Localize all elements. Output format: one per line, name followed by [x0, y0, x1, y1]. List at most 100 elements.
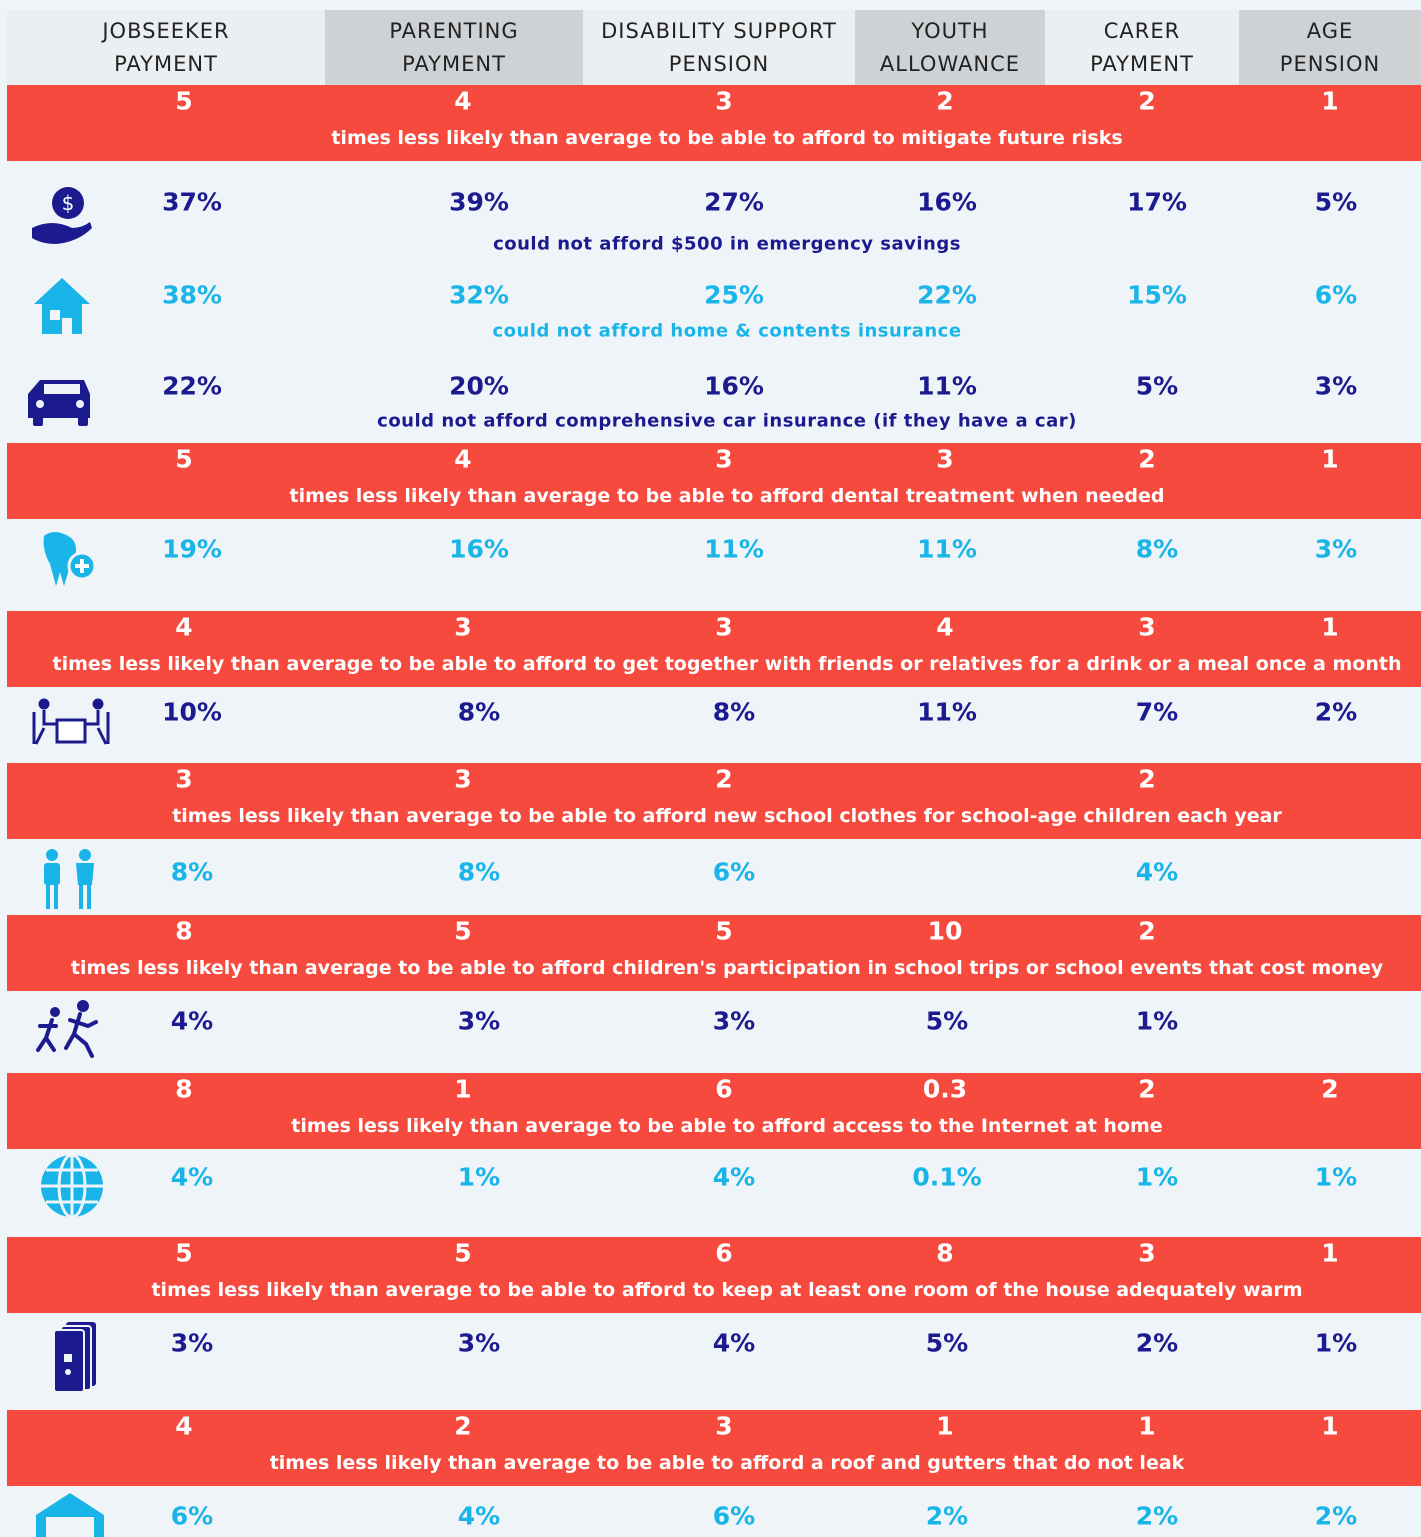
percentage: 1% [1314, 1162, 1358, 1192]
band-text: times less likely than average to be abl… [331, 127, 1123, 149]
band-text: times less likely than average to be abl… [289, 485, 1165, 507]
band-number: 4 [936, 612, 954, 642]
band-number: 5 [454, 1238, 472, 1268]
percentage: 4% [712, 1162, 756, 1192]
percentage: 3% [712, 1006, 756, 1036]
band-number: 6 [715, 1238, 733, 1268]
band-number: 3 [454, 764, 472, 794]
percentage: 7% [1135, 697, 1179, 727]
band-number: 0.3 [922, 1074, 968, 1104]
percentage: 17% [1127, 187, 1187, 217]
percentage: 16% [704, 371, 764, 401]
band-number: 1 [454, 1074, 472, 1104]
header-label: JOBSEEKER PAYMENT [102, 18, 230, 76]
band-number: 3 [454, 612, 472, 642]
band-number: 3 [936, 444, 954, 474]
red-band [7, 1073, 1421, 1149]
band-number: 4 [175, 1411, 193, 1441]
band-number: 8 [936, 1238, 954, 1268]
header-cell: YOUTH ALLOWANCE [855, 10, 1045, 85]
percentage: 6% [712, 857, 756, 887]
percentage: 8% [712, 697, 756, 727]
band-number: 10 [927, 916, 963, 946]
percentage: 8% [457, 697, 501, 727]
percentage: 2% [1135, 1328, 1179, 1358]
band-number: 2 [1138, 1074, 1156, 1104]
header-cell: CARER PAYMENT [1045, 10, 1239, 85]
header-label: DISABILITY SUPPORT PENSION [601, 18, 837, 76]
band-number: 1 [1321, 1238, 1339, 1268]
row-caption: could not afford comprehensive car insur… [377, 410, 1077, 432]
percentage: 1% [1135, 1006, 1179, 1036]
red-band [7, 443, 1421, 519]
percentage: 0.1% [912, 1162, 982, 1192]
band-number: 3 [715, 444, 733, 474]
savings-icon: $ [32, 187, 92, 244]
percentage: 11% [917, 534, 977, 564]
band-number: 5 [715, 916, 733, 946]
row-caption: could not afford home & contents insuran… [492, 320, 962, 342]
header-cell: JOBSEEKER PAYMENT [7, 10, 325, 85]
band-number: 5 [454, 916, 472, 946]
percentage: 8% [457, 857, 501, 887]
percentage: 4% [457, 1501, 501, 1531]
header-cell: DISABILITY SUPPORT PENSION [583, 10, 855, 85]
band-number: 3 [715, 1411, 733, 1441]
band-number: 1 [1321, 1411, 1339, 1441]
header-label: YOUTH ALLOWANCE [879, 18, 1021, 76]
band-text: times less likely than average to be abl… [52, 653, 1402, 675]
percentage: 3% [1314, 371, 1358, 401]
red-band [7, 763, 1421, 839]
band-text: times less likely than average to be abl… [70, 957, 1384, 979]
band-number: 3 [175, 764, 193, 794]
band-number: 3 [1138, 612, 1156, 642]
percentage: 25% [704, 280, 764, 310]
band-number: 2 [1138, 764, 1156, 794]
band-number: 6 [715, 1074, 733, 1104]
percentage: 11% [704, 534, 764, 564]
header-label: AGE PENSION [1279, 18, 1381, 76]
car-icon [28, 380, 90, 426]
percentage: 5% [925, 1328, 969, 1358]
red-band [7, 1410, 1421, 1486]
percentage: 39% [449, 187, 509, 217]
band-number: 4 [175, 612, 193, 642]
percentage: 19% [162, 534, 222, 564]
band-number: 1 [1321, 444, 1339, 474]
percentage: 11% [917, 371, 977, 401]
percentage: 16% [917, 187, 977, 217]
band-number: 4 [454, 444, 472, 474]
band-number: 2 [715, 764, 733, 794]
percentage: 37% [162, 187, 222, 217]
percentage: 5% [925, 1006, 969, 1036]
band-number: 5 [175, 86, 193, 116]
band-number: 5 [175, 1238, 193, 1268]
svg-text:$: $ [62, 191, 75, 215]
percentage: 4% [170, 1006, 214, 1036]
band-number: 1 [1321, 612, 1339, 642]
internet-icon [41, 1153, 103, 1219]
percentage: 15% [1127, 280, 1187, 310]
percentage: 4% [1135, 857, 1179, 887]
red-band [7, 85, 1421, 161]
band-number: 2 [1138, 86, 1156, 116]
red-band [7, 611, 1421, 687]
band-number: 3 [1138, 1238, 1156, 1268]
band-number: 1 [1138, 1411, 1156, 1441]
percentage: 3% [1314, 534, 1358, 564]
percentage: 6% [1314, 280, 1358, 310]
running-icon [36, 1000, 98, 1058]
header-cell: AGE PENSION [1239, 10, 1421, 85]
percentage: 10% [162, 697, 222, 727]
percentage: 3% [457, 1006, 501, 1036]
percentage: 6% [170, 1501, 214, 1531]
percentage: 5% [1314, 187, 1358, 217]
band-number: 2 [1321, 1074, 1339, 1104]
percentage: 1% [1314, 1328, 1358, 1358]
heater-icon [53, 1322, 96, 1393]
red-band [7, 915, 1421, 991]
percentage: 2% [925, 1501, 969, 1531]
header-label: PARENTING PAYMENT [389, 18, 519, 76]
band-number: 1 [1321, 86, 1339, 116]
